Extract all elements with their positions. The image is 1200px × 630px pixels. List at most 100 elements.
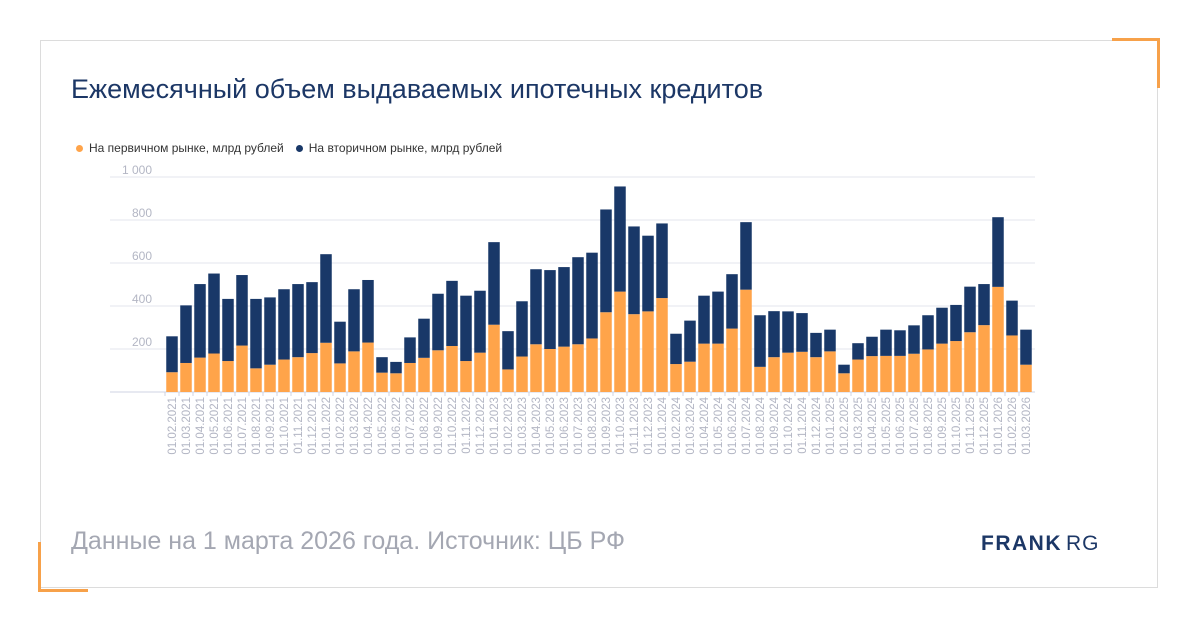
x-tick-label: 01.02.2023 — [503, 397, 515, 455]
bar-primary — [418, 357, 430, 392]
x-tick-label: 01.11.2024 — [797, 396, 809, 453]
bar-primary — [292, 357, 304, 392]
bar-primary — [1006, 335, 1018, 392]
bar-secondary — [572, 257, 584, 345]
bar-primary — [754, 366, 766, 392]
y-tick-label: 400 — [132, 292, 152, 306]
bar-secondary — [866, 336, 878, 357]
x-tick-label: 01.12.2024 — [811, 396, 823, 454]
x-tick-label: 01.09.2025 — [937, 397, 949, 455]
bar-secondary — [306, 282, 318, 354]
x-tick-label: 01.08.2025 — [923, 397, 935, 455]
x-tick-label: 01.07.2022 — [405, 397, 417, 455]
corner-accent-bottom-left — [38, 542, 88, 592]
bar-primary — [782, 352, 794, 392]
bar-primary — [446, 345, 458, 392]
legend-label-secondary: На вторичном рынке, млрд рублей — [308, 141, 503, 155]
bar-secondary — [292, 284, 304, 358]
bar-primary — [264, 364, 276, 392]
x-tick-label: 01.01.2025 — [825, 397, 837, 455]
x-tick-label: 01.09.2021 — [265, 397, 277, 455]
bar-secondary — [992, 217, 1004, 287]
x-tick-label: 01.08.2022 — [419, 397, 431, 455]
bar-secondary — [978, 284, 990, 326]
bar-primary — [866, 356, 878, 392]
bar-primary — [978, 325, 990, 392]
bar-primary — [250, 368, 262, 392]
bar-primary — [600, 312, 612, 392]
bar-secondary — [852, 343, 864, 360]
bar-secondary — [880, 329, 892, 356]
bar-secondary — [698, 295, 710, 344]
bar-primary — [166, 372, 178, 392]
bar-secondary — [320, 254, 332, 343]
bar-primary — [222, 361, 234, 392]
x-tick-label: 01.11.2023 — [629, 397, 641, 454]
bar-primary — [376, 372, 388, 392]
x-tick-label: 01.02.2021 — [167, 397, 179, 455]
bar-primary — [992, 286, 1004, 392]
legend-dot-secondary-icon — [295, 144, 303, 152]
bar-secondary — [446, 280, 458, 346]
x-tick-label: 01.02.2024 — [671, 396, 683, 454]
bar-secondary — [334, 321, 346, 364]
bar-secondary — [222, 298, 234, 362]
bar-primary — [950, 341, 962, 392]
x-tick-label: 01.09.2024 — [769, 396, 781, 454]
bar-primary — [908, 353, 920, 392]
frank-rg-logo: FRANK RG — [981, 532, 1100, 556]
x-tick-label: 01.10.2024 — [783, 396, 795, 454]
bar-secondary — [796, 313, 808, 352]
bar-primary — [642, 311, 654, 392]
bar-primary — [432, 350, 444, 392]
bar-primary — [684, 361, 696, 392]
bar-primary — [628, 314, 640, 392]
y-tick-label: 200 — [132, 335, 152, 349]
source-note: Данные на 1 марта 2026 года. Источник: Ц… — [71, 527, 625, 555]
x-tick-label: 01.02.2025 — [839, 397, 851, 455]
x-tick-label: 01.10.2021 — [279, 397, 291, 455]
bar-secondary — [194, 284, 206, 358]
bar-primary — [530, 344, 542, 392]
bar-secondary — [418, 318, 430, 358]
x-tick-label: 01.07.2023 — [573, 397, 585, 455]
bar-primary — [768, 357, 780, 392]
bar-secondary — [908, 325, 920, 354]
x-tick-label: 01.06.2021 — [223, 397, 235, 455]
x-tick-label: 01.11.2022 — [461, 397, 473, 454]
bar-secondary — [628, 226, 640, 315]
bar-secondary — [1020, 329, 1032, 365]
bar-secondary — [180, 305, 192, 363]
y-tick-label: 1 000 — [122, 163, 152, 177]
bar-secondary — [474, 290, 486, 353]
x-tick-label: 01.06.2024 — [727, 396, 739, 454]
x-tick-label: 01.02.2022 — [335, 397, 347, 455]
x-tick-label: 01.06.2025 — [895, 397, 907, 455]
x-tick-label: 01.05.2025 — [881, 397, 893, 455]
bar-primary — [516, 356, 528, 392]
bar-secondary — [838, 364, 850, 374]
y-tick-label: 800 — [132, 206, 152, 220]
x-tick-label: 01.12.2023 — [643, 397, 655, 455]
bar-secondary — [502, 331, 514, 370]
x-tick-label: 01.07.2025 — [909, 397, 921, 455]
bar-secondary — [250, 298, 262, 369]
bar-secondary — [376, 357, 388, 373]
x-tick-label: 01.05.2023 — [545, 397, 557, 455]
bar-secondary — [810, 332, 822, 358]
bar-secondary — [684, 320, 696, 362]
x-tick-label: 01.01.2026 — [993, 397, 1005, 455]
bar-primary — [810, 357, 822, 392]
legend-dot-primary-icon — [76, 144, 83, 152]
bar-secondary — [894, 330, 906, 356]
bar-primary — [208, 353, 220, 392]
bar-secondary — [1006, 300, 1018, 336]
bar-primary — [936, 343, 948, 392]
bar-primary — [838, 373, 850, 392]
bar-primary — [614, 291, 626, 392]
bar-primary — [320, 342, 332, 392]
bar-primary — [712, 343, 724, 392]
y-tick-label: 600 — [132, 249, 152, 263]
bar-secondary — [782, 311, 794, 353]
bar-secondary — [348, 289, 360, 352]
